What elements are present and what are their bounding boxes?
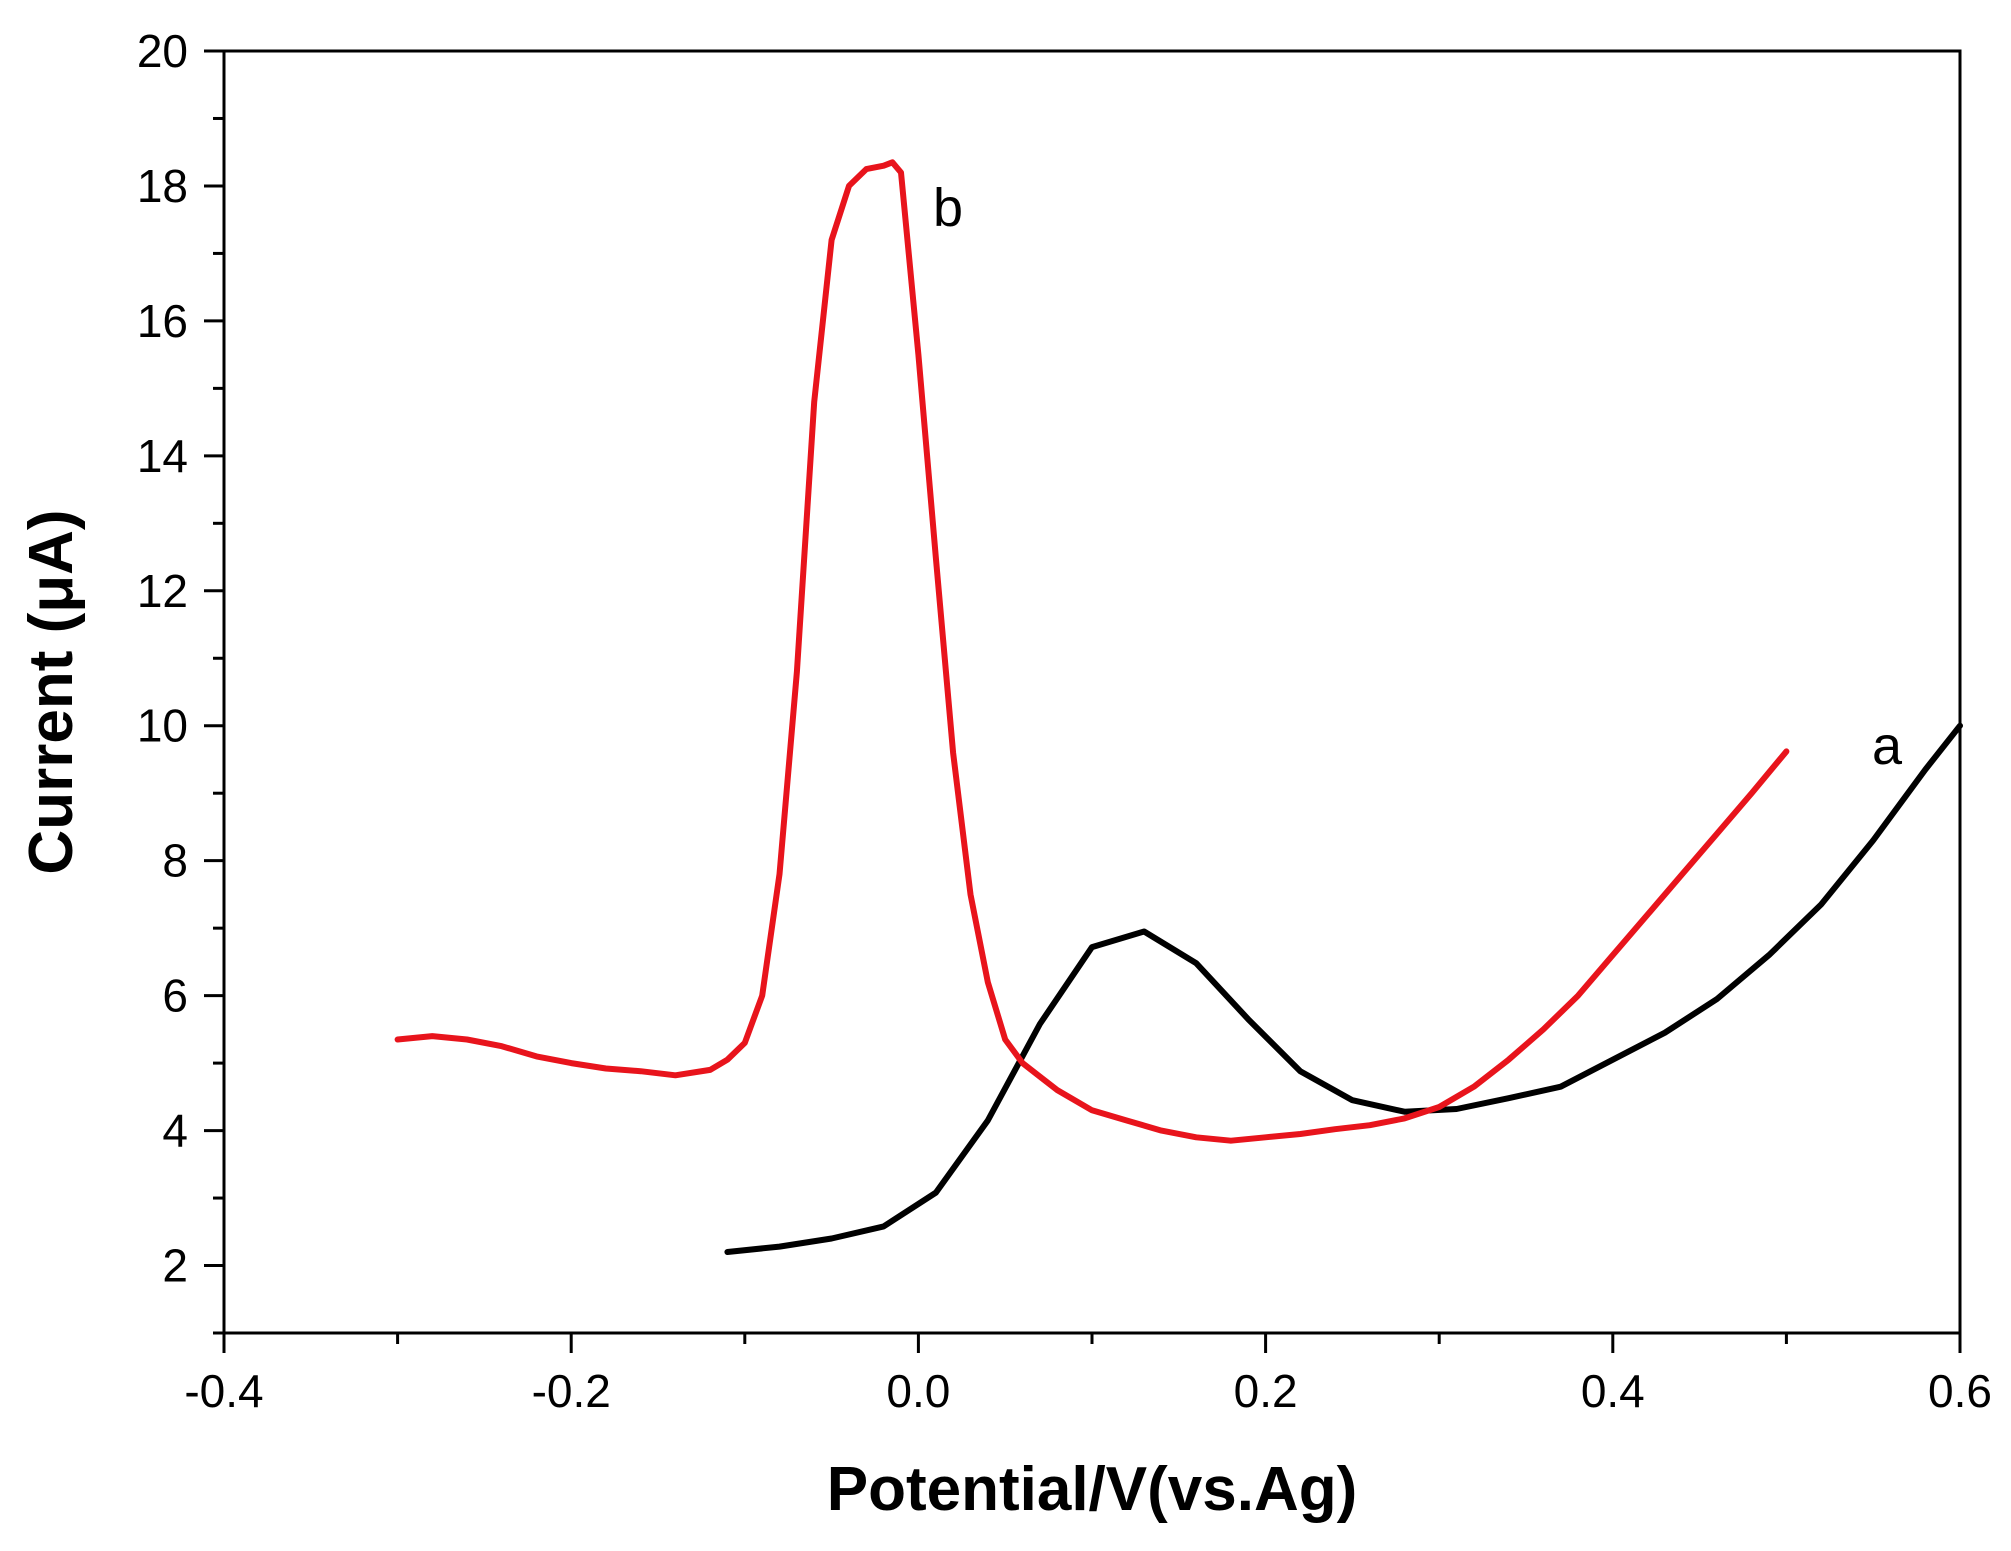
y-tick-label: 2 [162, 1240, 188, 1292]
y-axis: 2 4 6 8 10 12 14 16 18 20 [137, 25, 224, 1335]
y-tick-label: 6 [162, 970, 188, 1022]
series-label-a: a [1872, 716, 1903, 776]
y-tick-label: 18 [137, 160, 188, 212]
y-tick-label: 10 [137, 700, 188, 752]
series-line-b [394, 159, 1790, 1144]
y-tick-label: 12 [137, 565, 188, 617]
y-axis-title: Current (μA) [17, 509, 86, 874]
y-tick-label: 20 [137, 25, 188, 77]
series-label-b: b [933, 178, 963, 238]
x-tick-label: 0.2 [1234, 1365, 1298, 1417]
y-tick-label: 4 [162, 1105, 188, 1157]
series-line-a [724, 722, 1963, 1255]
x-axis: -0.4 -0.2 0.0 0.2 0.4 0.6 [184, 1333, 1992, 1417]
x-tick-label: 0.4 [1581, 1365, 1645, 1417]
x-tick-label: -0.2 [532, 1365, 611, 1417]
x-tick-label: 0.0 [886, 1365, 950, 1417]
x-axis-title: Potential/V(vs.Ag) [827, 1455, 1358, 1524]
y-tick-label: 16 [137, 295, 188, 347]
y-tick-label: 8 [162, 835, 188, 887]
y-tick-label: 14 [137, 430, 188, 482]
x-tick-label: -0.4 [184, 1365, 263, 1417]
plot-area [222, 49, 1962, 1335]
series-layer [394, 159, 1963, 1255]
x-tick-label: 0.6 [1928, 1365, 1992, 1417]
plot-frame [222, 49, 1962, 1335]
